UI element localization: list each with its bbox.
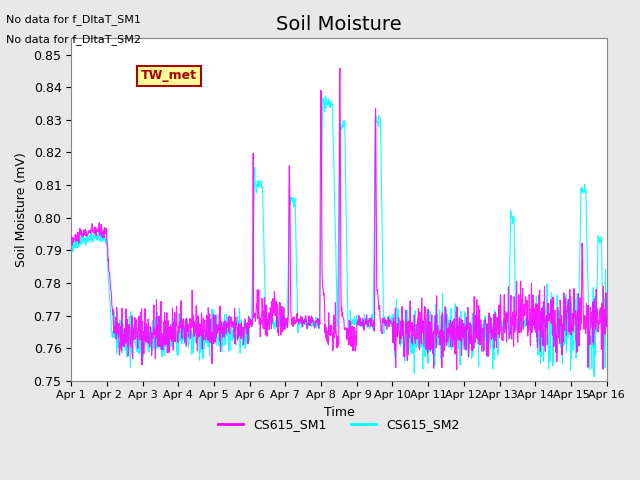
X-axis label: Time: Time	[324, 406, 355, 419]
Text: TW_met: TW_met	[141, 70, 197, 83]
Text: No data for f_DltaT_SM1: No data for f_DltaT_SM1	[6, 14, 141, 25]
Y-axis label: Soil Moisture (mV): Soil Moisture (mV)	[15, 152, 28, 267]
Title: Soil Moisture: Soil Moisture	[276, 15, 402, 34]
Legend: CS615_SM1, CS615_SM2: CS615_SM1, CS615_SM2	[213, 413, 465, 436]
Text: No data for f_DltaT_SM2: No data for f_DltaT_SM2	[6, 34, 141, 45]
